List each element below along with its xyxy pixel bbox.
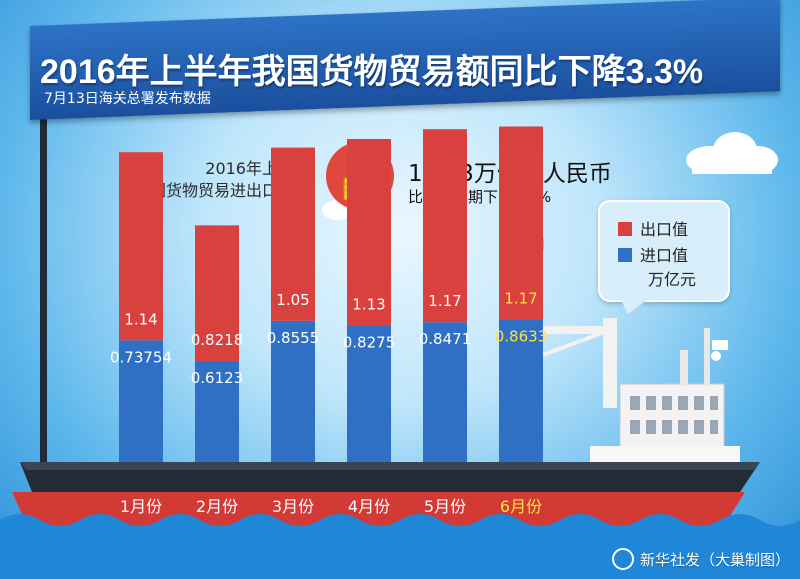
page-title: 2016年上半年我国货物贸易额同比下降3.3% [40,53,704,91]
page-subtitle: 7月13日海关总署发布数据 [44,91,211,107]
bar-import-6 [499,319,543,462]
category-label-5: 5月份 [424,497,466,516]
legend-swatch-import [618,248,632,262]
bar-import-5 [423,322,467,462]
label-import-4: 0.8275 [343,333,396,351]
label-import-3: 0.8555 [267,329,320,347]
legend-pointer [620,298,650,314]
legend-label-import: 进口值 [640,246,689,265]
legend: 出口值 进口值 万亿元 [598,200,730,314]
bar-import-2 [195,360,239,462]
category-label-4: 4月份 [348,497,390,516]
label-import-1: 0.73754 [110,348,172,366]
category-label-1: 1月份 [120,497,162,516]
bar-export-2 [195,225,239,361]
bar-import-4 [347,325,391,462]
category-label-3: 3月份 [272,497,314,516]
credit-text: 新华社发（大巢制图） [640,551,791,569]
ship-superstructure [539,318,740,468]
bar-export-4 [347,139,391,326]
xinhua-logo-icon [612,548,634,570]
label-export-2: 0.8218 [191,331,244,349]
label-import-2: 0.6123 [191,369,244,387]
legend-swatch-export [618,222,632,236]
credit: 新华社发（大巢制图） [612,548,790,570]
label-export-3: 1.05 [276,291,309,309]
category-label-2: 2月份 [196,497,238,516]
category-label-6: 6月份 [500,497,542,516]
ship-mast [40,110,47,470]
bar-import-3 [271,320,315,462]
legend-label-export: 出口值 [640,220,689,239]
legend-item-import: 进口值 [618,242,688,266]
sea-waves [0,514,800,579]
label-import-5: 0.8471 [419,330,472,348]
label-export-6: 1.17 [504,290,537,308]
bar-import-1 [119,340,163,462]
legend-item-export: 出口值 [618,216,688,240]
bar-export-1 [119,152,163,341]
label-export-1: 1.14 [124,310,157,328]
label-export-4: 1.13 [352,295,385,313]
summary-label-line2: 我国货物贸易进出口总值 [133,181,310,200]
bar-export-5 [423,129,467,323]
label-export-5: 1.17 [428,292,461,310]
cloud-right [686,132,778,174]
bar-export-3 [271,147,315,321]
label-import-6: 0.8633 [495,328,548,346]
bar-export-6 [499,126,543,320]
legend-unit: 万亿元 [648,270,697,289]
